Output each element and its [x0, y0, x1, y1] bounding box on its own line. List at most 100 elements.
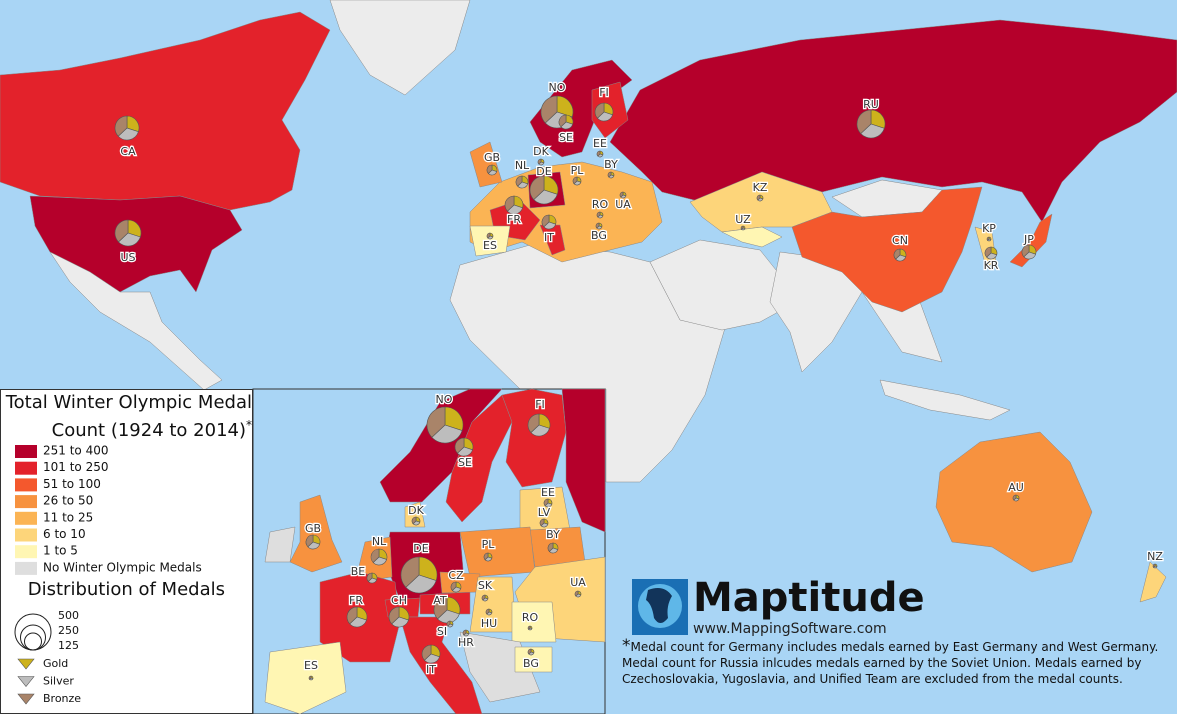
pie-slice: [308, 675, 312, 680]
pie-legend-icon: [17, 693, 35, 705]
country: [1139, 561, 1167, 603]
pie-slice: [421, 644, 432, 661]
country-label: UZ: [735, 213, 751, 226]
legend-label: 11 to 25: [43, 510, 93, 524]
country: [511, 601, 557, 643]
country-label: EE: [541, 486, 555, 499]
legend-swatch: [15, 445, 37, 458]
country-label: GB: [305, 522, 321, 535]
country-label: DK: [533, 145, 549, 158]
pie-slice: [366, 572, 373, 582]
pie-slice: [740, 225, 744, 230]
country: [289, 494, 343, 573]
country: [49, 251, 223, 391]
pie-slice: [114, 219, 129, 243]
country-label: SE: [559, 131, 573, 144]
country-label: RU: [863, 98, 879, 111]
pie-slice: [462, 629, 467, 636]
pie-slice: [370, 548, 380, 563]
pie-slice: [1012, 494, 1017, 501]
country-label: PL: [482, 538, 496, 551]
pie-slice: [346, 606, 358, 625]
country-label: DK: [408, 504, 424, 517]
pie-legend-label: Bronze: [43, 692, 81, 705]
legend-size-title: Distribution of Medals: [28, 579, 225, 600]
country-label: EE: [593, 137, 607, 150]
logo-name: Maptitude: [693, 575, 925, 621]
country-label: NL: [515, 159, 530, 172]
pie-slice: [574, 590, 579, 597]
country-label: CH: [391, 594, 407, 607]
pie-slice: [870, 109, 886, 129]
pie-slice: [986, 236, 990, 241]
country-label: NO: [436, 393, 453, 406]
pie-slice: [533, 189, 558, 205]
size-label: 250: [58, 624, 79, 637]
pie-slice: [596, 150, 601, 157]
legend-swatch: [15, 528, 37, 542]
legend-swatch: [15, 495, 37, 509]
country-label: DE: [536, 165, 551, 178]
pie-slice: [1152, 563, 1156, 568]
country-label: KR: [984, 259, 999, 272]
pie-slice: [486, 164, 493, 174]
pie-slice: [426, 406, 446, 438]
pie-slice: [543, 175, 559, 195]
pie-slice: [539, 518, 545, 527]
country-label: BY: [604, 158, 618, 171]
country: [264, 526, 296, 563]
inset-map: NO FI SE DK EE LV GB NL DE PL BY BE CZ SK UA FR CH AT HU RO…: [252, 388, 606, 714]
country: [561, 388, 606, 533]
country-label: KP: [982, 222, 996, 235]
pie-slice: [388, 606, 400, 625]
country-label: PL: [571, 164, 585, 177]
country-label: LV: [538, 506, 551, 519]
country-label: SK: [478, 579, 493, 592]
country-label: FR: [507, 213, 521, 226]
pie-slice: [400, 556, 420, 588]
pie-slice: [856, 109, 872, 135]
country: [329, 0, 471, 96]
country-label: NZ: [1147, 550, 1163, 563]
country: [514, 646, 553, 673]
country-label: UA: [615, 198, 631, 211]
pie-slice: [527, 413, 540, 433]
size-label: 500: [58, 609, 79, 622]
pie-slice: [433, 596, 448, 620]
pie-slice: [1021, 244, 1030, 258]
pie-slice: [530, 424, 550, 437]
country-label: HR: [458, 636, 474, 649]
pie-slice: [537, 158, 542, 165]
size-circle: [24, 632, 42, 651]
country: [469, 141, 503, 188]
legend-label: 6 to 10: [43, 527, 86, 541]
country-label: AT: [433, 594, 447, 607]
pie-slice: [527, 648, 532, 655]
legend-label: 51 to 100: [43, 477, 101, 491]
pie-slice: [405, 574, 437, 594]
country-label: JP: [1023, 233, 1034, 246]
country: [501, 388, 567, 488]
footnote-text: Medal count for Germany includes medals …: [622, 640, 1159, 686]
country-label: BG: [591, 229, 607, 242]
pie-slice: [556, 95, 574, 118]
country-label: BE: [351, 565, 366, 578]
size-label: 125: [58, 639, 79, 652]
country-label: UA: [570, 576, 586, 589]
pie-legend-label: Silver: [43, 675, 74, 688]
country-label: FI: [535, 398, 545, 411]
pie-slice: [418, 556, 438, 581]
pie-slice: [305, 534, 314, 548]
country-label: SE: [458, 456, 472, 469]
pie-slice: [454, 437, 465, 454]
legend-title: Total Winter Olympic Medal Count (1924 t…: [5, 392, 252, 441]
legend-swatch: [15, 511, 37, 525]
pie-slice: [619, 191, 624, 198]
country-label: AU: [1008, 481, 1024, 494]
pie-slice: [485, 608, 490, 615]
country-label: ES: [304, 659, 318, 672]
pie-slice: [595, 222, 600, 229]
legend-label: 1 to 5: [43, 544, 78, 558]
pie-legend-icon: [17, 676, 35, 687]
